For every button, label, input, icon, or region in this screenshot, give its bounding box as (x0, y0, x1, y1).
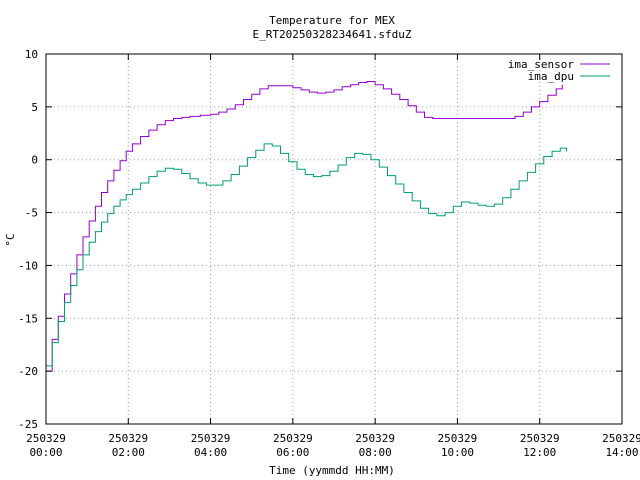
legend-item-ima-dpu: ima_dpu (528, 70, 610, 83)
y-tick-label: -15 (18, 312, 38, 325)
legend: ima_sensor ima_dpu (508, 58, 610, 83)
axis-ticks (45, 53, 623, 425)
chart-title: Temperature for MEX (269, 14, 395, 27)
y-tick-label: 10 (25, 48, 38, 61)
y-tick-label: -25 (18, 418, 38, 431)
x-tick-label-time: 06:00 (276, 446, 309, 459)
x-tick-label-date: 250329 (191, 432, 231, 445)
legend-item-ima-sensor: ima_sensor (508, 58, 610, 71)
x-tick-labels: 25032900:0025032902:0025032904:002503290… (26, 432, 640, 459)
chart-subtitle: E_RT20250328234641.sfduZ (253, 28, 412, 41)
x-tick-label-time: 02:00 (112, 446, 145, 459)
x-axis-label: Time (yymmdd HH:MM) (269, 464, 395, 477)
y-axis-label: °C (4, 233, 17, 246)
grid-lines (46, 54, 622, 424)
x-tick-label-date: 250329 (273, 432, 313, 445)
series-line-ima-sensor (46, 81, 563, 372)
x-tick-label-time: 08:00 (359, 446, 392, 459)
x-tick-label-date: 250329 (26, 432, 66, 445)
x-tick-label-date: 250329 (355, 432, 395, 445)
legend-label-ima-sensor: ima_sensor (508, 58, 575, 71)
y-tick-label: 5 (31, 101, 38, 114)
x-tick-label-date: 250329 (438, 432, 478, 445)
x-tick-label-time: 14:00 (605, 446, 638, 459)
y-tick-label: 0 (31, 154, 38, 167)
x-tick-label-date: 250329 (520, 432, 560, 445)
y-tick-label: -20 (18, 365, 38, 378)
x-tick-label-time: 10:00 (441, 446, 474, 459)
x-tick-label-time: 04:00 (194, 446, 227, 459)
x-tick-label-date: 250329 (108, 432, 148, 445)
legend-label-ima-dpu: ima_dpu (528, 70, 574, 83)
series-layer (46, 81, 567, 372)
x-tick-label-time: 12:00 (523, 446, 556, 459)
plot-frame (45, 53, 623, 425)
y-tick-label: -10 (18, 259, 38, 272)
series-line-ima-dpu (46, 143, 567, 367)
x-tick-label-time: 00:00 (29, 446, 62, 459)
y-tick-labels: 10 5 0 -5 -10 -15 -20 -25 (18, 48, 38, 431)
y-tick-label: -5 (25, 207, 38, 220)
x-tick-label-date: 250329 (602, 432, 640, 445)
